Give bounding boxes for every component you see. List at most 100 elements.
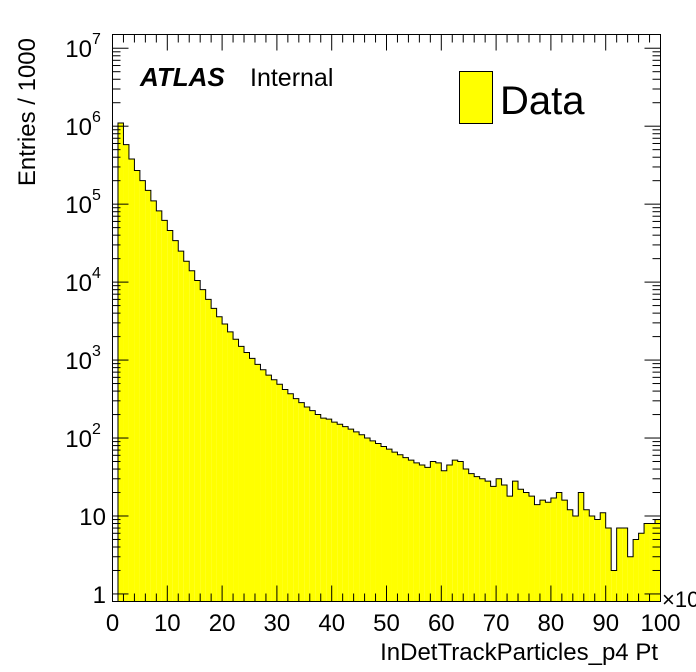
histogram-bar: [424, 467, 431, 602]
histogram-bar: [348, 429, 354, 602]
histogram-bar: [117, 122, 124, 602]
y-tick-label: 10: [65, 270, 92, 297]
histogram-bar: [200, 289, 206, 602]
histogram-bar: [298, 402, 305, 602]
histogram-bar: [638, 533, 645, 602]
histogram-bar: [589, 515, 595, 602]
x-tick-label: 40: [318, 610, 345, 637]
histogram-bar: [304, 407, 310, 602]
histogram-bar: [391, 452, 398, 602]
histogram-bar: [446, 465, 453, 602]
y-tick-label: 10: [65, 426, 92, 453]
y-tick-exponent: 7: [92, 31, 101, 48]
histogram-bar: [189, 270, 195, 602]
histogram-bar: [205, 299, 212, 602]
histogram-bar: [633, 539, 639, 602]
histogram-bar: [441, 470, 447, 602]
histogram-bar: [134, 170, 140, 602]
histogram-bar: [276, 384, 283, 602]
histogram-bar: [644, 523, 650, 602]
legend-label: Data: [500, 79, 585, 123]
histogram-bar: [496, 478, 502, 602]
histogram-bar: [550, 498, 557, 602]
x-tick-label: 20: [209, 610, 236, 637]
y-axis-ticks: [112, 47, 661, 595]
y-tick-exponent: 4: [92, 265, 101, 282]
histogram-bar: [320, 418, 327, 602]
internal-label: Internal: [250, 64, 333, 92]
x-axis-title: InDetTrackParticles_p4 Pt: [380, 639, 658, 666]
histogram-bar: [397, 454, 403, 602]
x-tick-label: 70: [483, 610, 510, 637]
histogram-bar: [611, 570, 617, 602]
histogram-bar: [139, 180, 146, 602]
histogram-bar: [359, 434, 365, 602]
histogram-bar: [123, 144, 129, 602]
histogram-bar: [452, 460, 458, 602]
y-tick-exponent: 3: [92, 343, 101, 360]
histogram-bar: [468, 473, 475, 602]
histogram-bar: [430, 461, 436, 602]
histogram-bar: [600, 512, 606, 602]
histogram-bar: [419, 465, 425, 602]
histogram-bar: [578, 492, 584, 602]
x-tick-label: 30: [264, 610, 291, 637]
histogram-bar: [265, 375, 272, 602]
histogram-bar: [528, 496, 535, 602]
histogram-bar: [238, 346, 245, 602]
histogram-bar: [156, 210, 162, 602]
histogram-bar: [583, 509, 590, 602]
histogram-bar: [474, 476, 480, 602]
histogram-bar: [260, 369, 266, 602]
histogram-bar: [402, 457, 409, 602]
histogram-bar: [408, 460, 414, 602]
legend-swatch: [459, 71, 493, 124]
y-tick-label: 10: [79, 504, 106, 531]
histogram-bar: [331, 422, 338, 602]
histogram-bar: [523, 492, 529, 602]
x-tick-label: 10: [154, 610, 181, 637]
histogram-bar: [479, 478, 486, 602]
histogram-bar: [375, 443, 382, 602]
y-axis-title: Entries / 1000: [14, 38, 41, 186]
histogram-bar: [556, 492, 562, 602]
histogram-bar: [271, 379, 277, 602]
histogram-bar: [381, 446, 387, 602]
histogram-bar: [222, 324, 228, 602]
y-tick-exponent: 5: [92, 187, 101, 204]
histogram-bar: [211, 308, 217, 602]
histogram-bar: [507, 496, 513, 602]
histogram-bar: [545, 502, 551, 602]
histogram-bar: [227, 331, 234, 602]
histogram-bar: [282, 389, 288, 602]
histogram-bar: [337, 424, 343, 602]
histogram-bar: [490, 486, 497, 602]
histogram-bar: [512, 481, 519, 602]
histogram-bar: [594, 519, 601, 602]
y-tick-label: 10: [65, 36, 92, 63]
histogram-bar: [370, 440, 376, 602]
histogram-bar: [364, 438, 371, 602]
histogram-bar: [353, 431, 360, 602]
x-tick-label: 100: [640, 610, 680, 637]
histogram-bar: [485, 481, 491, 602]
histogram-bar: [326, 419, 332, 602]
histogram-bar: [244, 352, 250, 602]
histogram-bar: [161, 220, 168, 602]
y-tick-label: 10: [65, 192, 92, 219]
histogram-bar: [342, 426, 349, 602]
histogram-bar: [315, 414, 321, 602]
histogram-bar: [561, 500, 568, 602]
histogram-bar: [616, 528, 623, 602]
histogram-bar: [435, 462, 442, 602]
histogram-bar: [150, 200, 157, 602]
histogram-bar: [386, 449, 392, 602]
histogram-bar: [567, 509, 573, 602]
histogram-bar: [572, 515, 579, 602]
histogram-bar: [534, 504, 540, 602]
histogram-bar: [649, 523, 656, 602]
histogram-bars: [117, 122, 661, 602]
y-tick-exponent: 6: [92, 109, 101, 126]
